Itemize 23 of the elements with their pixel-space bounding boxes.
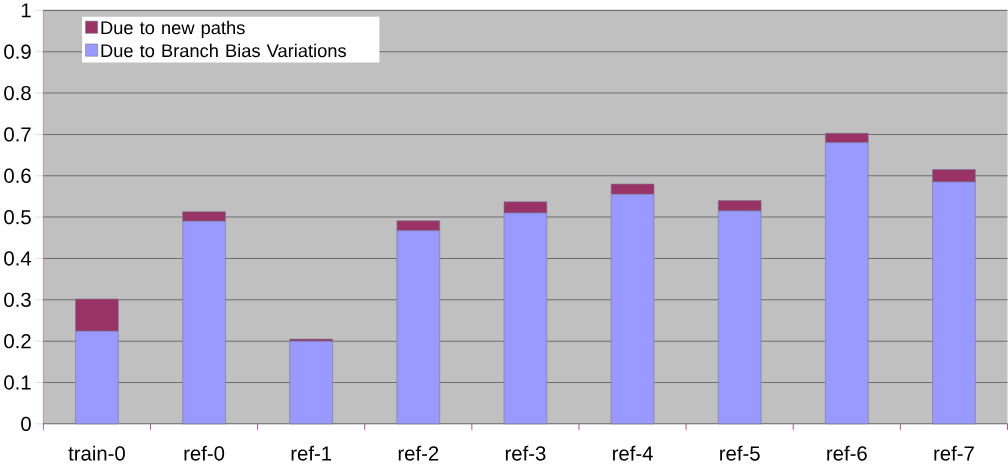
legend-label: Due to Branch Bias Variations <box>101 43 346 58</box>
x-tick-label: ref-2 <box>398 445 439 461</box>
y-tick-label: 0.1 <box>4 375 31 390</box>
x-tick-label: ref-4 <box>613 445 653 461</box>
y-tick-label: 0.3 <box>4 292 31 307</box>
y-tick-label: 0.7 <box>4 127 31 142</box>
x-tick-label: train-0 <box>68 445 125 461</box>
y-tick-label: 1 <box>21 3 31 18</box>
x-tick-label: ref-0 <box>184 445 225 461</box>
x-tick-label: ref-3 <box>505 445 546 461</box>
x-tick-label: ref-6 <box>827 445 867 461</box>
y-tick-label: 0.6 <box>4 168 31 183</box>
legend-label: Due to new paths <box>101 20 245 38</box>
y-tick-label: 0.5 <box>4 209 31 225</box>
y-tick-label: 0.8 <box>4 85 31 101</box>
y-tick-label: 0.9 <box>4 44 31 59</box>
y-tick-label: 0.4 <box>4 251 32 266</box>
y-tick-label: 0 <box>21 416 31 432</box>
x-tick-label: ref-1 <box>291 445 332 461</box>
x-tick-label: ref-7 <box>934 445 974 461</box>
y-tick-label: 0.2 <box>4 333 31 349</box>
x-tick-label: ref-5 <box>720 445 760 461</box>
bar <box>289 340 333 425</box>
